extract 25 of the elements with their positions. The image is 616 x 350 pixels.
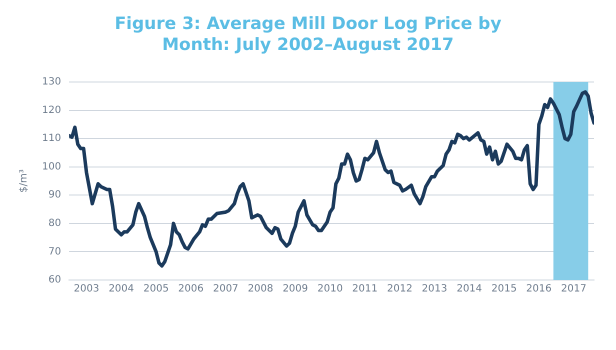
x-tick-label: 2006 — [178, 284, 204, 295]
y-tick-label: 60 — [48, 274, 62, 286]
x-tick-label: 2012 — [386, 284, 412, 295]
x-tick-label: 2016 — [526, 284, 552, 295]
x-tick-label: 2005 — [143, 284, 169, 295]
y-tick-label: 130 — [42, 76, 62, 88]
y-tick-label: 80 — [48, 218, 62, 230]
y-tick-label: 120 — [42, 104, 62, 116]
x-tick-label: 2003 — [74, 284, 100, 295]
x-tick-label: 2007 — [212, 284, 238, 295]
x-tick-label: 2017 — [560, 284, 586, 295]
x-tick-label: 2011 — [352, 284, 378, 295]
chart-title: Figure 3: Average Mill Door Log Price by Month: July 2002–August 2017 — [114, 14, 502, 57]
y-tick-label: 70 — [48, 246, 62, 258]
x-tick-label: 2004 — [108, 284, 134, 295]
x-tick-label: 2010 — [317, 284, 343, 295]
x-tick-label: 2015 — [491, 284, 517, 295]
x-tick-label: 2009 — [282, 284, 308, 295]
x-tick-label: 2014 — [456, 284, 482, 295]
y-axis-title: $/m³ — [18, 169, 30, 193]
x-tick-label: 2013 — [422, 284, 448, 295]
y-tick-label: 90 — [48, 190, 62, 201]
y-tick-label: 110 — [42, 133, 62, 144]
x-tick-label: 2008 — [248, 284, 274, 295]
y-tick-label: 100 — [42, 161, 62, 172]
